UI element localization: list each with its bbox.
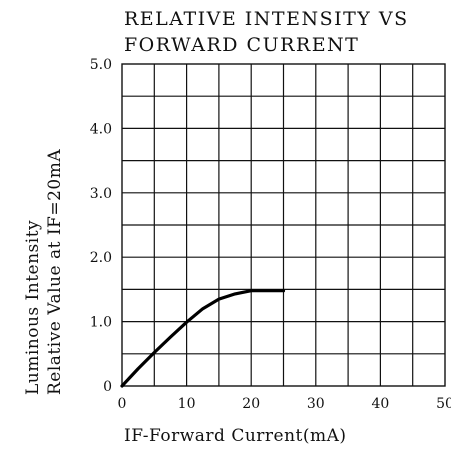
x-tick-label: 50 bbox=[436, 396, 451, 412]
y-tick-label: 3.0 bbox=[90, 186, 112, 202]
x-tick-label: 30 bbox=[307, 396, 325, 412]
y-axis-label: Luminous Intensity Relative Value at IF=… bbox=[23, 149, 65, 395]
y-axis-label-line-2: Relative Value at IF=20mA bbox=[45, 149, 65, 395]
series-line-1 bbox=[120, 289, 286, 388]
y-tick-label: 0 bbox=[103, 379, 112, 395]
x-tick-label: 40 bbox=[371, 396, 389, 412]
series-layer bbox=[120, 289, 286, 388]
grid bbox=[122, 64, 445, 386]
plot-frame bbox=[121, 63, 446, 387]
x-tick-label: 10 bbox=[178, 396, 196, 412]
y-tick-label: 2.0 bbox=[90, 250, 112, 266]
x-tick-label: 0 bbox=[118, 396, 127, 412]
chart-title-line-2: FORWARD CURRENT bbox=[124, 34, 359, 56]
x-tick-label: 20 bbox=[242, 396, 260, 412]
y-tick-label: 1.0 bbox=[90, 315, 112, 331]
y-axis-label-line-1: Luminous Intensity bbox=[23, 220, 43, 395]
chart-title-line-1: RELATIVE INTENSITY VS bbox=[124, 8, 409, 30]
x-tick-labels: 0 10 20 30 40 50 bbox=[118, 396, 451, 412]
y-tick-labels: 0 1.0 2.0 3.0 4.0 5.0 bbox=[90, 57, 112, 395]
y-tick-label: 5.0 bbox=[90, 57, 112, 73]
x-axis-label: IF-Forward Current(mA) bbox=[124, 426, 347, 446]
y-tick-label: 4.0 bbox=[90, 121, 112, 137]
